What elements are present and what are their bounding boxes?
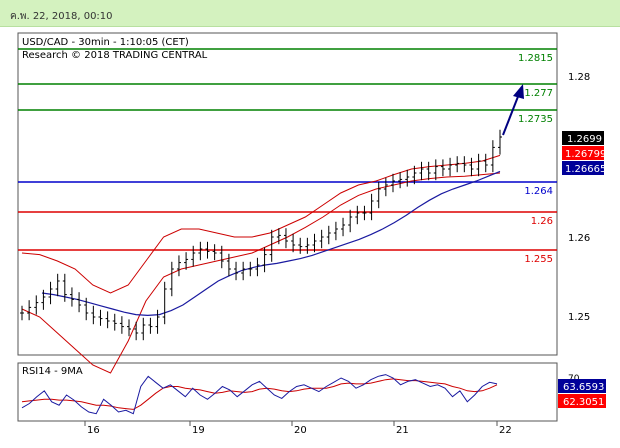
level-label: 1.2815 [518,53,553,64]
moving-average [41,170,501,317]
key-levels: 1.2815 1.277 1.2735 1.264 1.26 1.255 [18,48,557,265]
x-tick-label: 20 [294,425,307,436]
price-badge-bg [562,161,604,175]
price-badge-bg [562,131,604,145]
chart-subtitle: Research © 2018 TRADING CENTRAL [22,50,208,61]
x-tick-label: 21 [396,425,409,436]
rsi-badge-bg [558,394,606,408]
price-bars [20,129,502,341]
price-badge-bg [562,146,604,160]
level-label: 1.2735 [518,114,553,125]
rsi-panel-frame [17,362,558,422]
x-axis: 16 19 20 21 22 [84,421,512,436]
level-label: 1.255 [524,254,553,265]
price-tick: 1.28 [568,72,590,83]
rsi-badge-label: 63.6593 [563,382,604,393]
bollinger-bands [21,154,501,374]
price-badge-label: 1.26665 [565,164,606,175]
timestamp-label: ค.พ. 22, 2018, 00:10 [10,11,113,22]
price-badges: 1.2699 1.26799 1.26665 [562,131,606,175]
x-tick-label: 22 [499,425,512,436]
x-tick-label: 16 [87,425,100,436]
forecast-arrow-shaft [502,93,520,136]
top-date-bar: ค.พ. 22, 2018, 00:10 [0,0,620,27]
rsi-lines [21,374,498,415]
x-tick-label: 19 [192,425,205,436]
band-lower-line [21,172,501,374]
level-label: 1.264 [524,186,553,197]
price-tick: 1.25 [568,312,590,323]
rsi-badge-bg [558,379,606,393]
chart-title: USD/CAD - 30min - 1:10:05 (CET) [22,37,189,48]
forecast-arrow [502,84,524,136]
price-badge-label: 1.2699 [567,134,602,145]
price-tick: 1.26 [568,233,590,244]
rsi-badge-label: 62.3051 [563,397,604,408]
band-upper-line [21,154,501,294]
price-badge-label: 1.26799 [565,149,606,160]
level-label: 1.277 [524,88,553,99]
main-panel-frame [17,32,558,356]
rsi-title: RSI14 - 9MA [22,366,83,377]
ma-line [41,170,501,317]
price-axis: 1.28 1.26 1.25 [568,72,590,323]
level-label: 1.26 [531,216,553,227]
rsi-line [21,374,498,415]
forecast-arrow-head [513,84,524,99]
